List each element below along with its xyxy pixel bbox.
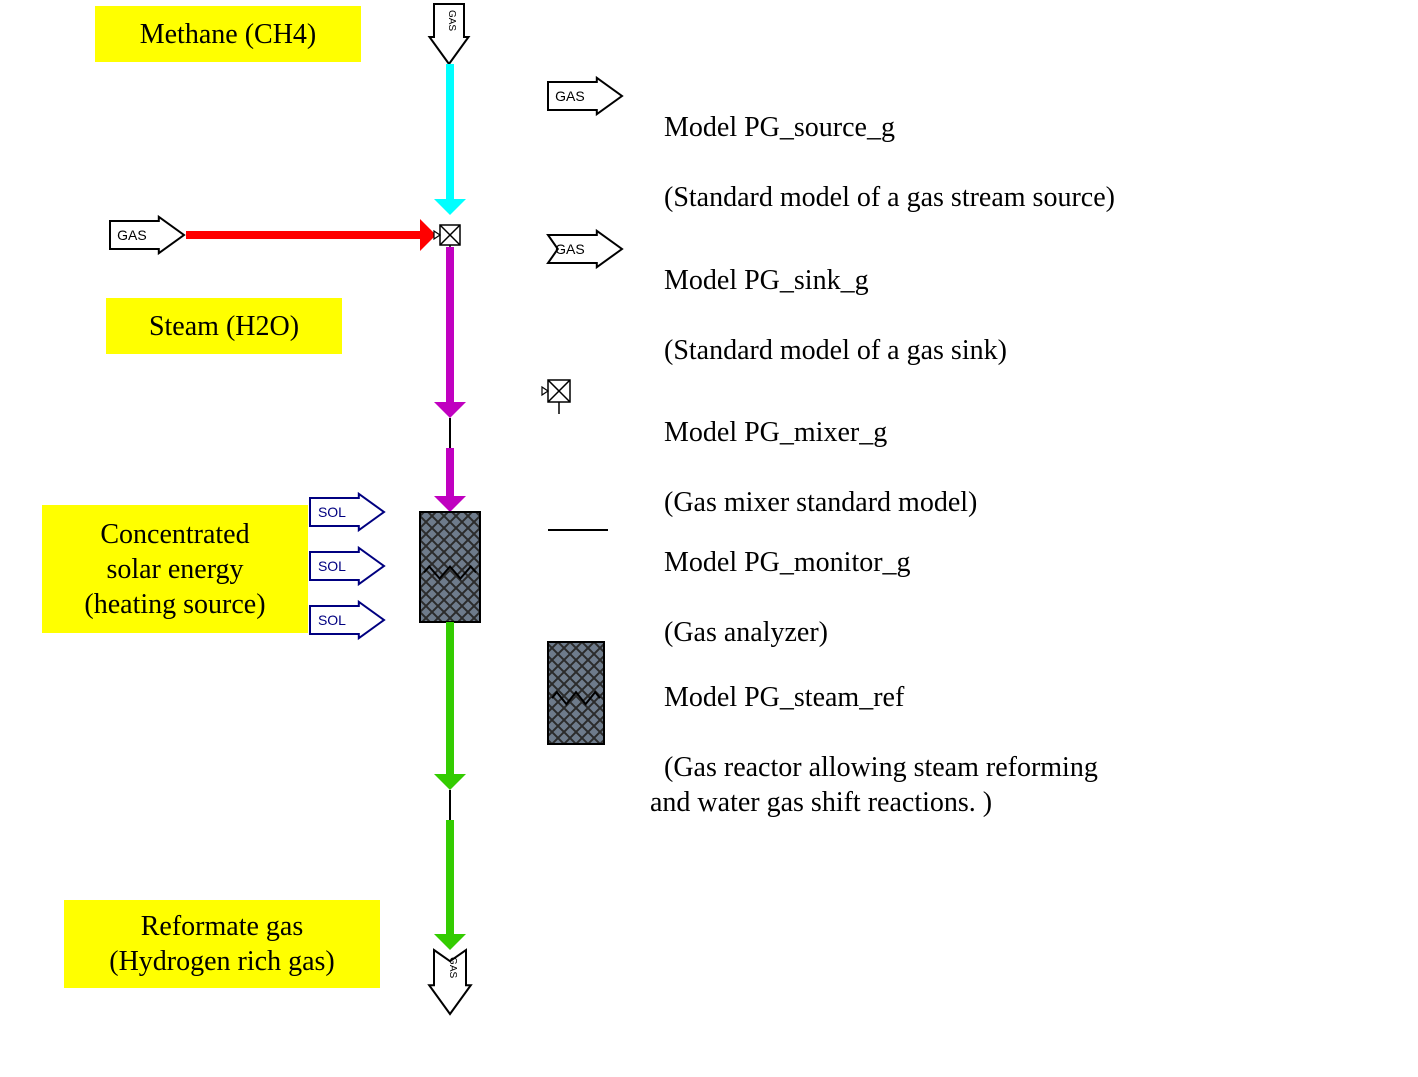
svg-text:GAS: GAS xyxy=(555,241,585,257)
svg-text:GAS: GAS xyxy=(555,88,585,104)
svg-text:SOL: SOL xyxy=(318,558,346,574)
svg-text:GAS: GAS xyxy=(117,227,147,243)
diagram-canvas: GAS GAS GAS SOL SOL SOL GAS GAS xyxy=(0,0,1418,1077)
svg-text:SOL: SOL xyxy=(318,504,346,520)
svg-text:SOL: SOL xyxy=(318,612,346,628)
svg-text:GAS: GAS xyxy=(446,10,457,31)
svg-text:GAS: GAS xyxy=(447,957,458,978)
